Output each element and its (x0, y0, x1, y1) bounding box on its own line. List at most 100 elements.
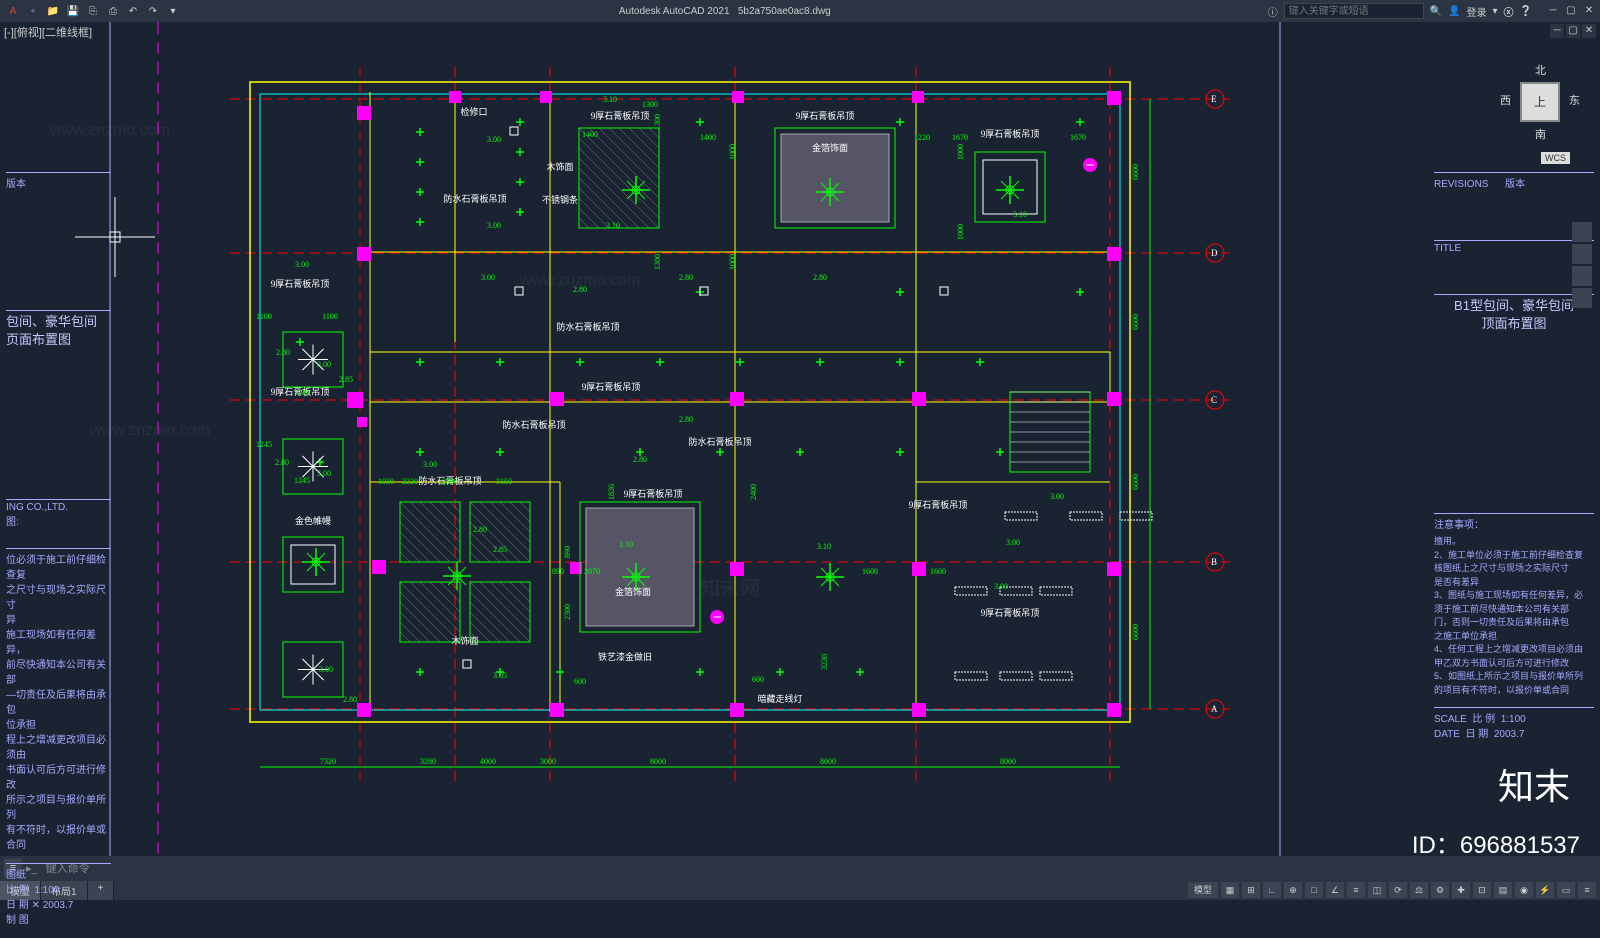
svg-text:1000: 1000 (728, 254, 737, 270)
svg-text:3.00: 3.00 (487, 135, 501, 144)
user-icon[interactable]: 👤 (1448, 6, 1460, 17)
model-space-button[interactable]: 模型 (1188, 882, 1218, 898)
info-icon[interactable]: ⓘ (1268, 4, 1278, 19)
help-icon[interactable]: ❔ (1520, 6, 1532, 17)
new-icon[interactable]: ▫ (24, 2, 42, 20)
svg-text:3230: 3230 (820, 654, 829, 670)
minimize-icon[interactable]: ─ (1546, 4, 1560, 18)
plot-icon[interactable]: ⎙ (104, 2, 122, 20)
svg-text:D: D (1211, 248, 1218, 258)
svg-text:6600: 6600 (1131, 314, 1140, 330)
app-menu-icon[interactable]: A (4, 2, 22, 20)
svg-text:3.10: 3.10 (817, 542, 831, 551)
svg-text:2.85: 2.85 (493, 545, 507, 554)
nav-orbit-icon[interactable] (1572, 288, 1592, 308)
svg-text:C: C (1211, 395, 1217, 405)
svg-text:2.80: 2.80 (275, 458, 289, 467)
polar-icon[interactable]: ⊕ (1284, 882, 1302, 898)
viewcube-top[interactable]: 上 (1520, 82, 1560, 122)
units-icon[interactable]: ⊡ (1473, 882, 1491, 898)
viewcube-north[interactable]: 北 (1535, 62, 1546, 78)
viewcube-west[interactable]: 西 (1500, 92, 1511, 108)
drawing-canvas[interactable]: ABCDE73203280400030008000800080009厚石膏板吊顶… (0, 22, 1600, 856)
svg-text:1300: 1300 (653, 254, 662, 270)
svg-text:1220: 1220 (914, 133, 930, 142)
viewport-label[interactable]: [-][俯视][二维线框] (4, 24, 92, 40)
qat-dropdown-icon[interactable]: ▾ (164, 2, 182, 20)
status-tools: 模型 ▦ ⊞ ∟ ⊕ □ ∠ ≡ ◫ ⟳ ⚖ ⚙ ✚ ⊡ ▤ ◉ ⚡ ▭ ≡ (1188, 882, 1600, 898)
annomonitor-icon[interactable]: ✚ (1452, 882, 1470, 898)
transparency-icon[interactable]: ◫ (1368, 882, 1386, 898)
svg-text:6600: 6600 (1131, 474, 1140, 490)
annoscale-icon[interactable]: ⚖ (1410, 882, 1428, 898)
close-icon[interactable]: ✕ (1582, 4, 1596, 18)
svg-text:防水石膏板吊顶: 防水石膏板吊顶 (688, 436, 751, 447)
lineweight-icon[interactable]: ≡ (1347, 882, 1365, 898)
vp-min-icon[interactable]: ─ (1550, 24, 1564, 38)
svg-text:1670: 1670 (952, 133, 968, 142)
ortho-icon[interactable]: ∟ (1263, 882, 1281, 898)
vp-close-icon[interactable]: ✕ (1582, 24, 1596, 38)
customize-icon[interactable]: ≡ (1578, 882, 1596, 898)
svg-text:E: E (1211, 94, 1217, 104)
title-block-left: 版本 包间、豪华包间 页面布置图 ING CO.,LTD. 图: 位必须于施工前… (6, 172, 111, 938)
quickprops-icon[interactable]: ▤ (1494, 882, 1512, 898)
login-link[interactable]: 登录 (1467, 4, 1487, 19)
maximize-icon[interactable]: ▢ (1564, 4, 1578, 18)
svg-text:防水石膏板吊顶: 防水石膏板吊顶 (502, 419, 565, 430)
svg-text:3.05: 3.05 (493, 671, 507, 680)
grid-icon[interactable]: ▦ (1221, 882, 1239, 898)
vp-max-icon[interactable]: ▢ (1566, 24, 1580, 38)
svg-text:暗藏走线灯: 暗藏走线灯 (757, 693, 802, 704)
svg-text:4000: 4000 (480, 757, 496, 766)
nav-pan-icon[interactable] (1572, 244, 1592, 264)
svg-text:3.00: 3.00 (487, 221, 501, 230)
svg-text:9厚石膏板吊顶: 9厚石膏板吊顶 (909, 499, 968, 510)
svg-text:1300: 1300 (642, 100, 658, 109)
otrack-icon[interactable]: ∠ (1326, 882, 1344, 898)
save-icon[interactable]: 💾 (64, 2, 82, 20)
search-input[interactable] (1284, 3, 1424, 19)
svg-text:1836: 1836 (607, 484, 616, 500)
svg-text:8000: 8000 (650, 757, 666, 766)
svg-text:金箔饰面: 金箔饰面 (615, 586, 651, 597)
isolate-icon[interactable]: ◉ (1515, 882, 1533, 898)
viewcube-south[interactable]: 南 (1535, 126, 1546, 142)
svg-text:不锈钢条: 不锈钢条 (542, 194, 578, 205)
redo-icon[interactable]: ↷ (144, 2, 162, 20)
svg-text:6600: 6600 (1131, 164, 1140, 180)
cycling-icon[interactable]: ⟳ (1389, 882, 1407, 898)
svg-text:2.80: 2.80 (276, 348, 290, 357)
cleanscreen-icon[interactable]: ▭ (1557, 882, 1575, 898)
svg-text:1600: 1600 (862, 567, 878, 576)
open-icon[interactable]: 📁 (44, 2, 62, 20)
wcs-badge[interactable]: WCS (1541, 152, 1570, 164)
svg-text:3.00: 3.00 (317, 469, 331, 478)
svg-text:1600: 1600 (930, 567, 946, 576)
osnap-icon[interactable]: □ (1305, 882, 1323, 898)
exchange-icon[interactable]: ▾ (1493, 6, 1498, 17)
viewcube[interactable]: 北 南 东 西 上 (1500, 62, 1580, 142)
svg-text:2070: 2070 (584, 567, 600, 576)
svg-text:3.10: 3.10 (619, 540, 633, 549)
svg-text:金色帷幔: 金色帷幔 (295, 515, 331, 526)
nav-wheel-icon[interactable] (1572, 222, 1592, 242)
svg-text:9厚石膏板吊顶: 9厚石膏板吊顶 (271, 278, 330, 289)
search-icon[interactable]: 🔍 (1430, 6, 1442, 17)
svg-text:2.80: 2.80 (573, 285, 587, 294)
snap-icon[interactable]: ⊞ (1242, 882, 1260, 898)
svg-text:1100: 1100 (322, 312, 338, 321)
svg-text:3.00: 3.00 (317, 360, 331, 369)
undo-icon[interactable]: ↶ (124, 2, 142, 20)
command-line[interactable]: ≡ ▸_ 键入命令 (0, 856, 1600, 880)
app-x-icon[interactable]: ⓧ (1504, 4, 1514, 19)
svg-text:2.80: 2.80 (679, 273, 693, 282)
workspace-icon[interactable]: ⚙ (1431, 882, 1449, 898)
svg-text:3.10: 3.10 (603, 95, 617, 104)
viewcube-east[interactable]: 东 (1569, 92, 1580, 108)
hardware-icon[interactable]: ⚡ (1536, 882, 1554, 898)
svg-text:1245: 1245 (294, 476, 310, 485)
saveall-icon[interactable]: ⎘ (84, 2, 102, 20)
svg-text:1000: 1000 (956, 224, 965, 240)
nav-zoom-icon[interactable] (1572, 266, 1592, 286)
